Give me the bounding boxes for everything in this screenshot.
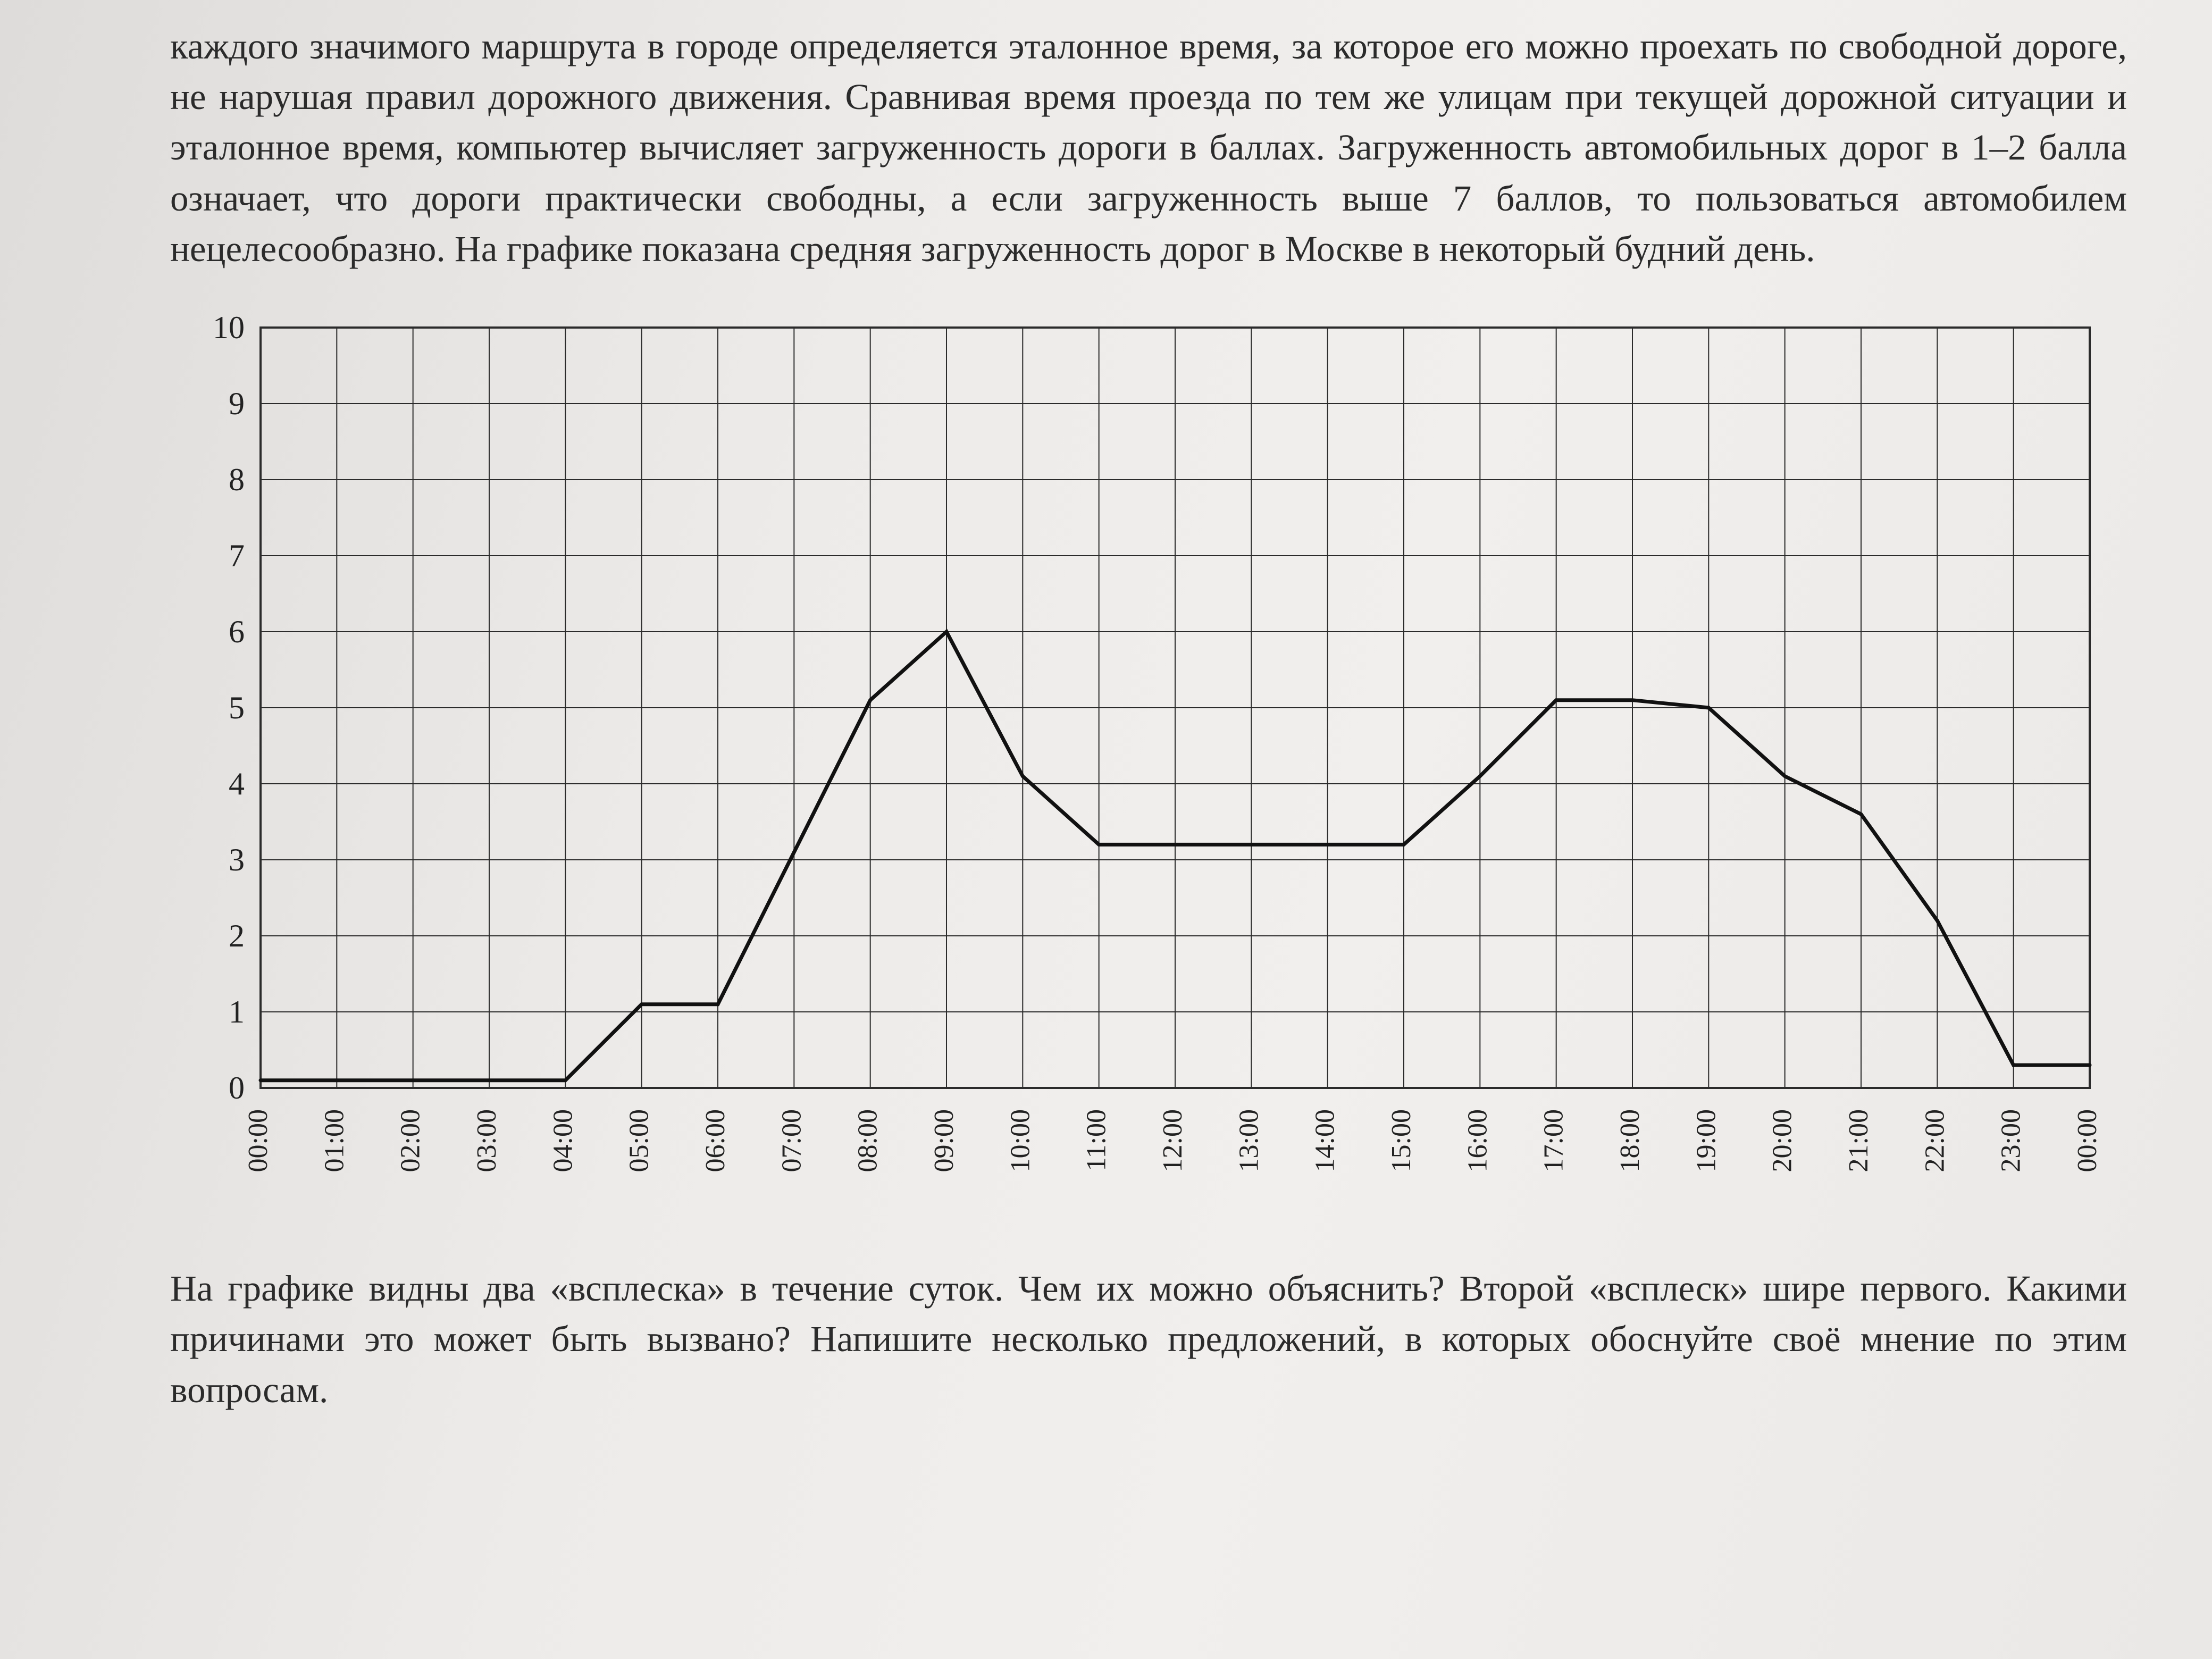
x-tick-label: 02:00 — [396, 1109, 426, 1172]
x-tick-label: 03:00 — [472, 1109, 502, 1172]
x-tick-label: 13:00 — [1234, 1109, 1264, 1172]
x-tick-label: 10:00 — [1005, 1109, 1035, 1172]
question-paragraph: На графике видны два «всплеска» в течени… — [170, 1263, 2127, 1415]
y-tick-label: 4 — [229, 766, 245, 801]
y-tick-label: 10 — [213, 312, 245, 345]
y-tick-label: 8 — [229, 462, 245, 497]
x-tick-label: 23:00 — [1996, 1109, 2026, 1172]
x-tick-label: 18:00 — [1615, 1109, 1645, 1172]
x-tick-label: 00:00 — [2072, 1109, 2102, 1172]
x-tick-label: 00:00 — [243, 1109, 273, 1172]
y-tick-label: 3 — [229, 842, 245, 877]
x-tick-label: 05:00 — [624, 1109, 655, 1172]
x-tick-label: 20:00 — [1767, 1109, 1798, 1172]
y-tick-label: 5 — [229, 690, 245, 725]
x-tick-label: 16:00 — [1462, 1109, 1493, 1172]
x-tick-label: 12:00 — [1158, 1109, 1188, 1172]
y-tick-label: 1 — [229, 994, 245, 1029]
traffic-chart: 0 1 2 3 4 5 6 7 8 9 10 00:00 01:00 02:00 03:00 04:00 05:… — [170, 312, 2127, 1226]
y-tick-label: 0 — [229, 1070, 245, 1105]
page: каждого значимого маршрута в городе опре… — [0, 0, 2212, 1659]
x-tick-label: 06:00 — [700, 1109, 731, 1172]
x-tick-label: 14:00 — [1310, 1109, 1340, 1172]
y-tick-label: 9 — [229, 386, 245, 421]
x-tick-label: 21:00 — [1844, 1109, 1874, 1172]
y-tick-label: 2 — [229, 918, 245, 953]
y-tick-label: 6 — [229, 614, 245, 649]
x-tick-label: 01:00 — [319, 1109, 349, 1172]
x-tick-label: 15:00 — [1386, 1109, 1417, 1172]
x-tick-label: 04:00 — [548, 1109, 578, 1172]
x-tick-label: 07:00 — [776, 1109, 807, 1172]
x-tick-label: 22:00 — [1920, 1109, 1950, 1172]
x-tick-label: 11:00 — [1082, 1109, 1112, 1171]
x-tick-label: 17:00 — [1539, 1109, 1569, 1172]
intro-paragraph: каждого значимого маршрута в городе опре… — [170, 21, 2127, 274]
x-tick-label: 09:00 — [929, 1109, 959, 1172]
x-tick-label: 08:00 — [853, 1109, 883, 1172]
x-tick-label: 19:00 — [1691, 1109, 1721, 1172]
y-tick-label: 7 — [229, 538, 245, 573]
